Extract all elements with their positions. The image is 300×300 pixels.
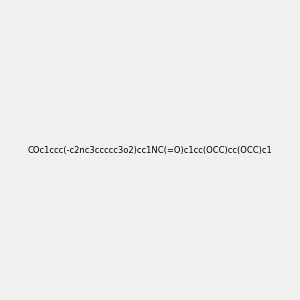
Text: COc1ccc(-c2nc3ccccc3o2)cc1NC(=O)c1cc(OCC)cc(OCC)c1: COc1ccc(-c2nc3ccccc3o2)cc1NC(=O)c1cc(OCC… (28, 146, 272, 154)
